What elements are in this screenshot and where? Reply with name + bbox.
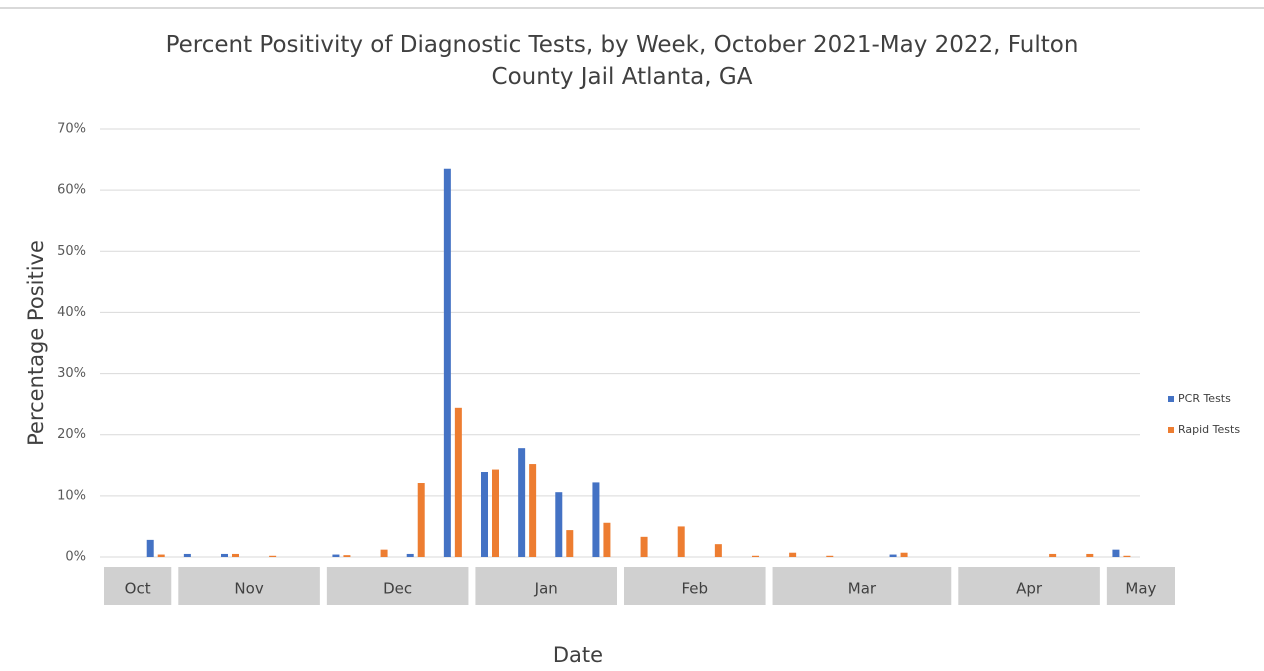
month-box xyxy=(624,567,766,605)
bar xyxy=(1049,553,1057,557)
x-tick-label: Mar xyxy=(848,580,877,598)
bar xyxy=(789,552,797,557)
month-box xyxy=(178,567,320,605)
bar xyxy=(640,536,648,557)
legend-label: PCR Tests xyxy=(1178,392,1231,405)
x-axis-label: Date xyxy=(553,643,603,667)
bar xyxy=(343,555,351,557)
y-tick-label: 50% xyxy=(57,244,86,259)
bar xyxy=(269,555,277,557)
month-box xyxy=(475,567,617,605)
y-tick-label: 40% xyxy=(57,305,86,320)
bar xyxy=(826,555,834,557)
legend-swatch xyxy=(1168,396,1174,402)
bar xyxy=(1112,549,1120,557)
bar xyxy=(481,472,488,557)
month-box xyxy=(326,567,469,605)
month-box xyxy=(1106,567,1175,605)
x-tick-label: Apr xyxy=(1016,580,1043,598)
bar xyxy=(889,554,897,557)
x-tick-label: Jan xyxy=(534,580,558,598)
bar xyxy=(332,554,340,557)
y-tick-label: 70% xyxy=(57,122,86,137)
month-box xyxy=(958,567,1100,605)
bar xyxy=(1086,553,1094,557)
bar xyxy=(221,553,228,557)
x-tick-label: May xyxy=(1125,580,1156,598)
bar xyxy=(406,553,414,557)
bar xyxy=(566,530,574,557)
bar xyxy=(714,544,722,557)
y-tick-label: 30% xyxy=(57,366,86,381)
bar xyxy=(146,539,154,557)
bar xyxy=(1123,555,1131,557)
bar xyxy=(603,522,611,557)
bar xyxy=(752,555,759,557)
bar xyxy=(183,553,191,557)
y-tick-label: 20% xyxy=(57,427,86,442)
bar xyxy=(592,482,600,557)
bar xyxy=(454,407,462,557)
bar xyxy=(900,552,908,557)
month-box xyxy=(104,567,172,605)
x-tick-label: Oct xyxy=(125,580,151,598)
y-axis-label: Percentage Positive xyxy=(24,240,48,446)
chart-title: Percent Positivity of Diagnostic Tests, … xyxy=(166,32,1079,90)
bar xyxy=(232,553,239,557)
bar xyxy=(529,464,537,557)
month-box xyxy=(772,567,952,605)
x-tick-label: Feb xyxy=(682,580,709,598)
bar xyxy=(555,492,563,557)
bar xyxy=(492,469,499,557)
legend-swatch xyxy=(1168,427,1174,433)
bar xyxy=(677,526,685,557)
bar xyxy=(443,168,451,557)
x-tick-label: Dec xyxy=(383,580,412,598)
bar xyxy=(380,549,388,557)
bar xyxy=(157,554,165,557)
x-tick-label: Nov xyxy=(234,580,263,598)
bar xyxy=(417,483,425,557)
y-tick-label: 0% xyxy=(65,550,86,565)
y-tick-label: 10% xyxy=(57,488,86,503)
bar xyxy=(518,448,526,557)
legend-label: Rapid Tests xyxy=(1178,423,1240,436)
y-tick-label: 60% xyxy=(57,183,86,198)
